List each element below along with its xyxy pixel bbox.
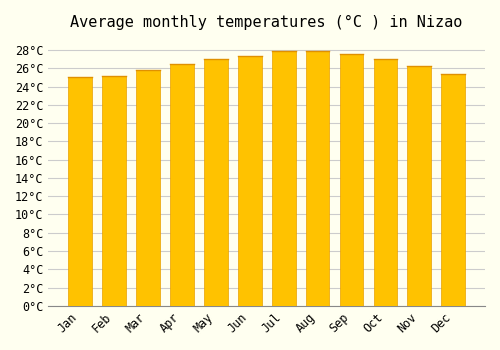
Bar bbox=[238, 56, 262, 306]
Bar bbox=[136, 70, 160, 306]
Bar bbox=[204, 59, 228, 306]
Title: Average monthly temperatures (°C ) in Nizao: Average monthly temperatures (°C ) in Ni… bbox=[70, 15, 463, 30]
Bar bbox=[272, 51, 295, 306]
Bar bbox=[68, 77, 92, 306]
Bar bbox=[306, 51, 330, 306]
Bar bbox=[340, 54, 363, 306]
Bar bbox=[374, 59, 398, 306]
Bar bbox=[442, 74, 465, 306]
Bar bbox=[170, 64, 194, 306]
Bar bbox=[102, 76, 126, 306]
Bar bbox=[408, 65, 431, 306]
